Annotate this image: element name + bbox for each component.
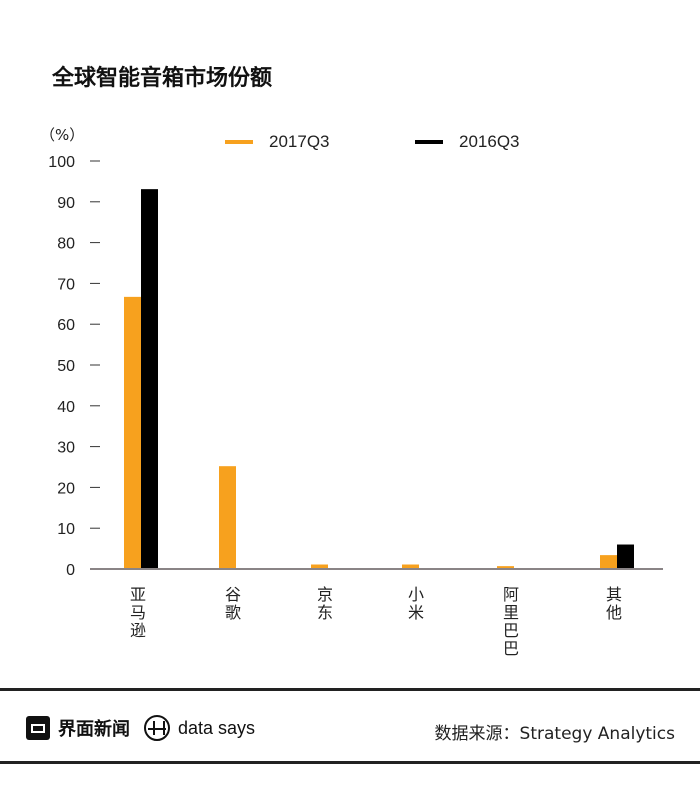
bar-2017q3-3 [402,564,419,569]
bar-2017q3-2 [311,564,328,569]
bar-2017q3-0 [124,296,141,569]
footer-divider-bottom [0,761,700,764]
y-tick-label: 100 [48,154,75,171]
y-tick-label: 10 [57,521,75,538]
x-tick-label: 巴 [503,621,519,640]
brand-name: 界面新闻 [58,719,130,740]
bar-2017q3-5 [600,555,617,569]
footer-logo: 界面新闻 data says [26,715,255,741]
x-tick-label: 其 [606,585,622,604]
legend-swatch-2017q3 [225,140,253,144]
y-tick-label: 30 [57,440,75,457]
y-tick-label: 70 [57,276,75,293]
x-tick-label: 米 [408,603,424,622]
x-tick-label: 京 [317,585,333,604]
footer-divider-top [0,688,700,691]
bar-2017q3-1 [219,466,236,569]
y-tick-label: 60 [57,317,75,334]
sub-brand-name: data says [178,717,256,738]
y-tick-label: 40 [57,399,75,416]
x-tick-label: 逊 [130,621,146,640]
y-tick-label: 20 [57,480,75,497]
x-tick-label: 巴 [503,639,519,658]
x-tick-label: 谷 [225,585,241,604]
x-tick-label: 亚 [130,585,146,604]
legend-item-2017q3: 2017Q3 [225,132,330,152]
x-tick-label: 歌 [225,603,241,622]
y-axis-unit: （%） [40,126,85,144]
bar-2017q3-4 [497,566,514,569]
y-tick-label: 0 [66,562,75,579]
legend-swatch-2016q3 [415,140,443,144]
data-says-logo-icon [144,715,170,741]
data-source: 数据来源：Strategy Analytics [434,724,675,744]
legend-item-2016q3: 2016Q3 [415,132,520,152]
chart-title: 全球智能音箱市场份额 [52,66,273,91]
x-tick-label: 阿 [503,585,519,604]
jiemian-logo-icon [26,716,50,740]
x-tick-label: 东 [317,603,333,622]
y-tick-label: 50 [57,358,75,375]
x-tick-label: 里 [503,603,519,622]
legend-label: 2016Q3 [459,132,520,151]
bar-2016q3-0 [141,189,158,570]
y-tick-label: 80 [57,236,75,253]
x-tick-label: 马 [130,603,146,622]
legend-label: 2017Q3 [269,132,330,151]
x-tick-label: 小 [408,585,424,604]
bar-2016q3-5 [617,544,634,569]
y-tick-label: 90 [57,195,75,212]
x-tick-label: 他 [606,603,622,622]
